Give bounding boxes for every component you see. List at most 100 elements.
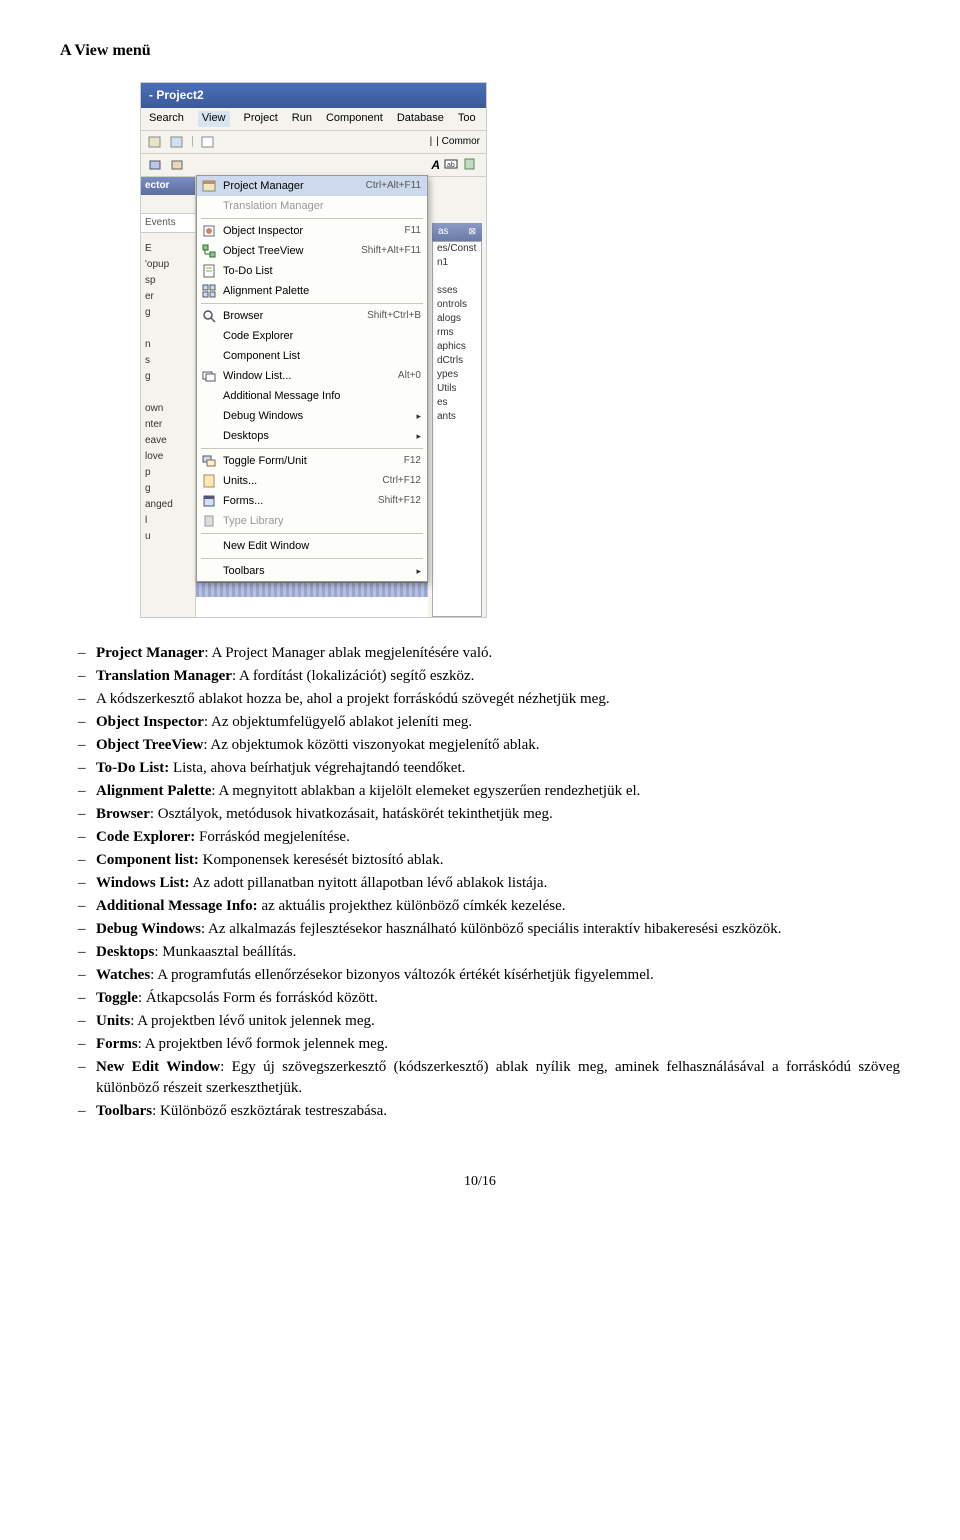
submenu-arrow-icon: ▸ xyxy=(416,430,421,443)
desc-text: : A megnyitott ablakban a kijelölt eleme… xyxy=(211,783,640,799)
term: Toggle xyxy=(96,990,138,1006)
term: Toolbars xyxy=(96,1103,152,1119)
tv-icon xyxy=(201,243,217,259)
pm-icon xyxy=(201,178,217,194)
menu-item-label: Debug Windows xyxy=(223,409,410,424)
menu-item-label: To-Do List xyxy=(223,264,421,279)
toolbar-icon[interactable] xyxy=(147,134,163,150)
list-item: n1 xyxy=(433,256,481,270)
blank-icon xyxy=(201,538,217,554)
menu-shortcut: Alt+0 xyxy=(398,369,421,383)
menu-database[interactable]: Database xyxy=(397,111,444,126)
desc-text: Forráskód megjelenítése. xyxy=(195,829,350,845)
desc-item: To-Do List: Lista, ahova beírhatjuk végr… xyxy=(60,758,900,779)
menu-item-toolbars[interactable]: Toolbars ▸ xyxy=(197,561,427,581)
blank-icon xyxy=(201,198,217,214)
menu-item-object-treeview[interactable]: Object TreeView Shift+Alt+F11 xyxy=(197,241,427,261)
wl-icon xyxy=(201,368,217,384)
term: Alignment Palette xyxy=(96,783,211,799)
desc-item: Desktops: Munkaasztal beállítás. xyxy=(60,942,900,963)
menu-item-component-list[interactable]: Component List xyxy=(197,346,427,366)
list-item: es/Const xyxy=(433,242,481,256)
br-icon xyxy=(201,308,217,324)
menu-item-alignment-palette[interactable]: Alignment Palette xyxy=(197,281,427,301)
desc-text: : Az alkalmazás fejlesztésekor használha… xyxy=(201,921,782,937)
term: To-Do List: xyxy=(96,760,169,776)
label-icon: ab xyxy=(444,157,460,173)
menu-item-project-manager[interactable]: Project ManagerCtrl+Alt+F11 xyxy=(197,176,427,196)
unit-list: es/Constn1 ssesontrolsalogsrmsaphicsdCtr… xyxy=(432,241,482,617)
term: Debug Windows xyxy=(96,921,201,937)
menu-component[interactable]: Component xyxy=(326,111,383,126)
desc-text: : A projektben lévő unitok jelennek meg. xyxy=(130,1013,375,1029)
menu-item-label: Toggle Form/Unit xyxy=(223,454,398,469)
toolbar-icon[interactable] xyxy=(147,157,163,173)
menu-item-desktops[interactable]: Desktops▸ xyxy=(197,426,427,446)
menu-item-object-inspector[interactable]: Object InspectorF11 xyxy=(197,221,427,241)
menu-search[interactable]: Search xyxy=(149,111,184,126)
submenu-arrow-icon: ▸ xyxy=(416,410,421,423)
events-tab[interactable]: Events xyxy=(141,213,195,233)
object-inspector-panel: ector Events E'opupsperg nsg ownntereave… xyxy=(141,177,196,617)
description-list: Project Manager: A Project Manager ablak… xyxy=(60,643,900,1122)
menu-project[interactable]: Project xyxy=(244,111,278,126)
desc-item: Translation Manager: A fordítást (lokali… xyxy=(60,666,900,687)
desc-item: Browser: Osztályok, metódusok hivatkozás… xyxy=(60,804,900,825)
blank-icon xyxy=(201,408,217,424)
term: Component list: xyxy=(96,852,199,868)
menu-item-window-list-[interactable]: Window List...Alt+0 xyxy=(197,366,427,386)
oi-icon xyxy=(201,223,217,239)
menu-item-label: Additional Message Info xyxy=(223,389,421,404)
menu-item-toggle-form-unit[interactable]: Toggle Form/UnitF12 xyxy=(197,451,427,471)
toolbar-sep: | xyxy=(430,135,433,149)
desc-item: Additional Message Info: az aktuális pro… xyxy=(60,896,900,917)
toolbar-icon[interactable] xyxy=(200,134,216,150)
menu-item-label: Object Inspector xyxy=(223,224,399,239)
menu-item-new-edit-window[interactable]: New Edit Window xyxy=(197,536,427,556)
prop-row: E xyxy=(141,241,195,257)
close-icon[interactable]: ⊠ xyxy=(468,225,476,239)
menu-item-forms-[interactable]: Forms...Shift+F12 xyxy=(197,491,427,511)
prop-row: nter xyxy=(141,417,195,433)
menu-item-additional-message-info[interactable]: Additional Message Info xyxy=(197,386,427,406)
prop-row: p xyxy=(141,465,195,481)
menu-item-code-explorer[interactable]: Code Explorer xyxy=(197,326,427,346)
menu-item-label: Object TreeView xyxy=(223,244,355,259)
prop-row: sp xyxy=(141,273,195,289)
menu-tools[interactable]: Too xyxy=(458,111,476,126)
toolbar-icon[interactable] xyxy=(169,157,185,173)
desc-item: Object TreeView: Az objektumok közötti v… xyxy=(60,735,900,756)
menu-shortcut: Shift+Alt+F11 xyxy=(361,244,421,258)
menu-item-label: Toolbars xyxy=(223,564,410,579)
menu-item-to-do-list[interactable]: To-Do List xyxy=(197,261,427,281)
desc-text: : A Project Manager ablak megjelenítésér… xyxy=(204,645,492,661)
desc-item: Forms: A projektben lévő formok jelennek… xyxy=(60,1034,900,1055)
desc-item: New Edit Window: Egy új szövegszerkesztő… xyxy=(60,1057,900,1099)
desc-item: Toggle: Átkapcsolás Form és forráskód kö… xyxy=(60,988,900,1009)
desc-item: Code Explorer: Forráskód megjelenítése. xyxy=(60,827,900,848)
term: Object TreeView xyxy=(96,737,203,753)
blank-icon xyxy=(201,388,217,404)
page-heading: A View menü xyxy=(60,40,900,62)
desc-text: : Munkaasztal beállítás. xyxy=(154,944,296,960)
menu-item-debug-windows[interactable]: Debug Windows ▸ xyxy=(197,406,427,426)
toolbar-label: | Commor xyxy=(436,135,480,149)
desc-text: Az adott pillanatban nyitott állapotban … xyxy=(190,875,548,891)
desc-text: Lista, ahova beírhatjuk végrehajtandó te… xyxy=(169,760,465,776)
term: Browser xyxy=(96,806,150,822)
submenu-arrow-icon: ▸ xyxy=(416,565,421,578)
toolbar-icon[interactable] xyxy=(169,134,185,150)
menu-run[interactable]: Run xyxy=(292,111,312,126)
menu-item-browser[interactable]: BrowserShift+Ctrl+B xyxy=(197,306,427,326)
prop-row xyxy=(141,385,195,401)
view-menu-dropdown: Project ManagerCtrl+Alt+F11Translation M… xyxy=(196,175,428,582)
menu-item-units-[interactable]: Units...Ctrl+F12 xyxy=(197,471,427,491)
toolbar-icon[interactable] xyxy=(464,157,480,173)
term: Additional Message Info: xyxy=(96,898,258,914)
prop-row: u xyxy=(141,529,195,545)
term: Object Inspector xyxy=(96,714,204,730)
menu-view[interactable]: View xyxy=(198,111,230,126)
desc-text: Komponensek keresését biztosító ablak. xyxy=(199,852,444,868)
desc-item: Toolbars: Különböző eszköztárak testresz… xyxy=(60,1101,900,1122)
menu-item-label: Project Manager xyxy=(223,179,360,194)
